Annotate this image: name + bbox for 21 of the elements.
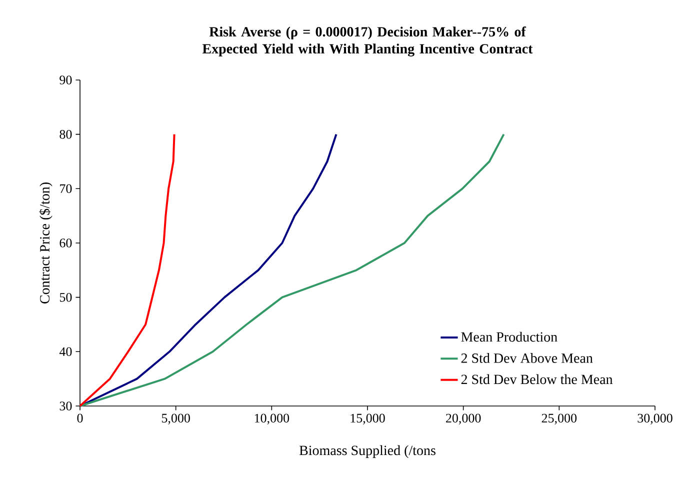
x-tick-label: 5,000 bbox=[162, 414, 190, 424]
legend-label: Mean Production bbox=[461, 332, 558, 342]
x-tick-label: 20,000 bbox=[446, 414, 481, 424]
x-tick-label: 10,000 bbox=[254, 414, 290, 424]
x-tick-label: 25,000 bbox=[542, 414, 577, 424]
y-tick-label: 60 bbox=[60, 238, 72, 248]
x-axis-title: Biomass Supplied (/tons bbox=[299, 445, 436, 458]
y-tick-label: 40 bbox=[59, 347, 72, 356]
y-tick-label: 30 bbox=[60, 402, 72, 410]
chart-title: Risk Averse (ρ = 0.000017) Decision Maker--75% of Expected Yield with With Planting Incentive Contract bbox=[202, 26, 533, 56]
legend-label: 2 Std Dev Below the Mean bbox=[461, 374, 613, 384]
legend-label: 2 Std Dev Above Mean bbox=[461, 353, 593, 363]
y-tick-label: 90 bbox=[60, 76, 72, 84]
line-series bbox=[79, 133, 176, 407]
y-tick-label: 70 bbox=[60, 184, 72, 194]
x-tick-label: 0 bbox=[77, 414, 83, 423]
x-tick-label: 30,000 bbox=[638, 414, 672, 424]
y-tick-label: 50 bbox=[60, 292, 72, 302]
x-tick-label: 15,000 bbox=[350, 414, 385, 424]
y-tick-label: 80 bbox=[60, 130, 72, 139]
y-axis-title: Contract Price ($/ton) bbox=[39, 182, 52, 304]
